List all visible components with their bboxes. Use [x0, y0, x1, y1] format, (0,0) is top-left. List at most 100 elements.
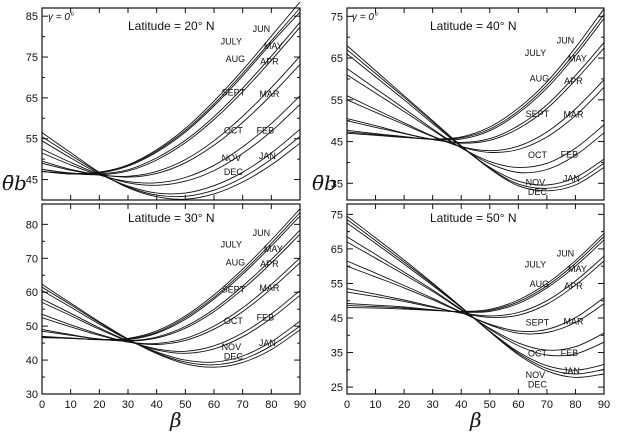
series-line-dec — [41, 284, 301, 368]
series-line-oct — [41, 95, 301, 184]
panel-latitude-20: 45 55 65 75 85 Latitude = 20° N γ = 0° JUN JULY M… — [26, 1, 301, 201]
series-label-nov: NOV — [526, 370, 546, 380]
series-line-feb — [41, 294, 301, 354]
x-tick-label: 50 — [179, 399, 191, 411]
series-line-jun — [346, 8, 605, 140]
series-line-oct — [41, 290, 301, 352]
x-tick-label: 20 — [93, 399, 105, 411]
x-axis-label-left: β — [169, 408, 182, 432]
y-tick-label: 30 — [26, 389, 38, 401]
y-tick-label: 45 — [26, 175, 38, 187]
series-line-sept — [346, 79, 605, 152]
series-line-mar — [41, 262, 301, 345]
series-label-aug: AUG — [226, 54, 246, 64]
series-label-nov: NOV — [526, 177, 546, 187]
series-label-dec: DEC — [528, 187, 548, 197]
series-label-july: JULY — [221, 239, 242, 249]
y-tick-label: 50 — [26, 321, 38, 333]
series-line-july — [346, 14, 605, 140]
series-label-may: MAY — [264, 41, 283, 51]
series-label-may: MAY — [568, 54, 587, 64]
series-label-july: JULY — [525, 259, 546, 269]
y-tick-label: 55 — [26, 134, 38, 146]
y-tick-label: 55 — [331, 278, 343, 290]
series-line-apr — [41, 233, 301, 342]
series-line-july — [346, 236, 605, 313]
y-tick-label: 35 — [331, 178, 343, 190]
y-tick-label: 65 — [26, 93, 38, 105]
series-line-nov — [41, 128, 301, 195]
y-tick-label: 75 — [26, 52, 38, 64]
y-tick-label: 60 — [26, 287, 38, 299]
series-label-jun: JUN — [253, 228, 271, 238]
series-line-feb — [41, 104, 301, 186]
series-line-apr — [346, 260, 605, 318]
series-label-apr: APR — [564, 76, 583, 86]
x-tick-label: 30 — [427, 399, 439, 411]
series-line-oct — [346, 74, 605, 168]
plot-frame — [346, 203, 605, 395]
series-label-dec: DEC — [224, 352, 244, 362]
x-tick-label: 40 — [455, 399, 467, 411]
series-label-may: MAY — [568, 264, 587, 274]
series-label-apr: APR — [564, 281, 583, 291]
series-line-may — [346, 18, 605, 141]
series-label-jan: JAN — [563, 366, 580, 376]
series-line-jun — [346, 233, 605, 312]
panel-title: Latitude = 20° N — [128, 19, 215, 33]
series-label-oct: OCT — [528, 150, 548, 160]
series-label-dec: DEC — [224, 167, 244, 177]
series-label-jan: JAN — [259, 338, 276, 348]
y-tick-label: 55 — [331, 95, 343, 107]
y-axis-label-top: θ̄b — [2, 171, 27, 195]
x-tick-label: 60 — [512, 399, 524, 411]
series-label-jun: JUN — [557, 36, 575, 46]
series-label-sept: SEPT — [222, 88, 246, 98]
series-line-nov — [41, 290, 301, 363]
panel-title: Latitude = 40° N — [430, 19, 517, 33]
series-line-feb — [346, 68, 605, 174]
series-line-may — [41, 215, 301, 341]
gamma-label: γ = 0° — [352, 12, 378, 23]
y-tick-label: 75 — [331, 209, 343, 221]
series-label-feb: FEB — [561, 149, 579, 159]
panel-latitude-40: 35 45 55 65 75 Latitude = 40° N γ = 0° JUN JULY M… — [331, 7, 605, 201]
series-label-nov: NOV — [222, 153, 242, 163]
series-line-jan — [41, 135, 301, 198]
series-label-apr: APR — [260, 259, 279, 269]
series-label-july: JULY — [525, 48, 546, 58]
panel-title: Latitude = 30° N — [128, 211, 215, 225]
y-tick-label: 45 — [331, 137, 343, 149]
series-label-feb: FEB — [257, 125, 275, 135]
x-tick-label: 60 — [208, 399, 220, 411]
series-label-feb: FEB — [257, 312, 275, 322]
x-tick-label: 30 — [122, 399, 134, 411]
series-label-nov: NOV — [222, 342, 242, 352]
series-line-aug — [41, 22, 301, 175]
x-tick-label: 10 — [369, 399, 381, 411]
x-tick-label: 90 — [598, 399, 610, 411]
x-tick-label: 40 — [151, 399, 163, 411]
series-line-apr — [346, 47, 605, 144]
x-tick-label: 10 — [65, 399, 77, 411]
series-label-jan: JAN — [563, 174, 580, 184]
x-tick-label: 50 — [484, 399, 496, 411]
series-line-aug — [346, 255, 605, 317]
y-tick-label: 65 — [331, 244, 343, 256]
y-tick-label: 80 — [26, 219, 38, 231]
series-label-mar: MAR — [259, 283, 280, 293]
series-label-sept: SEPT — [222, 284, 246, 294]
panel-title: Latitude = 50° N — [430, 211, 517, 225]
x-axis-label-right: β — [469, 408, 482, 432]
series-label-jun: JUN — [253, 24, 271, 34]
y-axis-label-right: θ̄b — [312, 171, 337, 195]
series-line-aug — [346, 42, 605, 143]
plot-frame — [41, 7, 301, 201]
series-label-mar: MAR — [259, 89, 280, 99]
series-label-oct: OCT — [224, 316, 244, 326]
series-label-aug: AUG — [530, 74, 550, 84]
gamma-label: γ = 0° — [48, 12, 74, 23]
series-label-july: JULY — [221, 37, 242, 47]
series-label-aug: AUG — [530, 279, 550, 289]
